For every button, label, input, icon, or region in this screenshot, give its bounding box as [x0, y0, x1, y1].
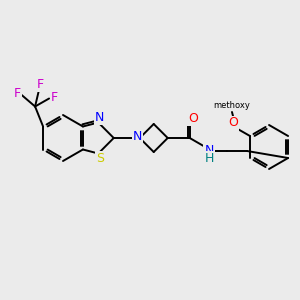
Text: F: F — [37, 78, 44, 91]
Text: S: S — [96, 152, 104, 165]
Text: O: O — [228, 116, 238, 130]
Text: F: F — [50, 91, 58, 104]
Text: O: O — [188, 112, 198, 124]
Text: N: N — [94, 111, 104, 124]
Text: H: H — [204, 152, 214, 164]
Text: N: N — [204, 143, 214, 157]
Text: methoxy: methoxy — [214, 101, 250, 110]
Text: F: F — [14, 87, 21, 100]
Text: N: N — [133, 130, 142, 143]
